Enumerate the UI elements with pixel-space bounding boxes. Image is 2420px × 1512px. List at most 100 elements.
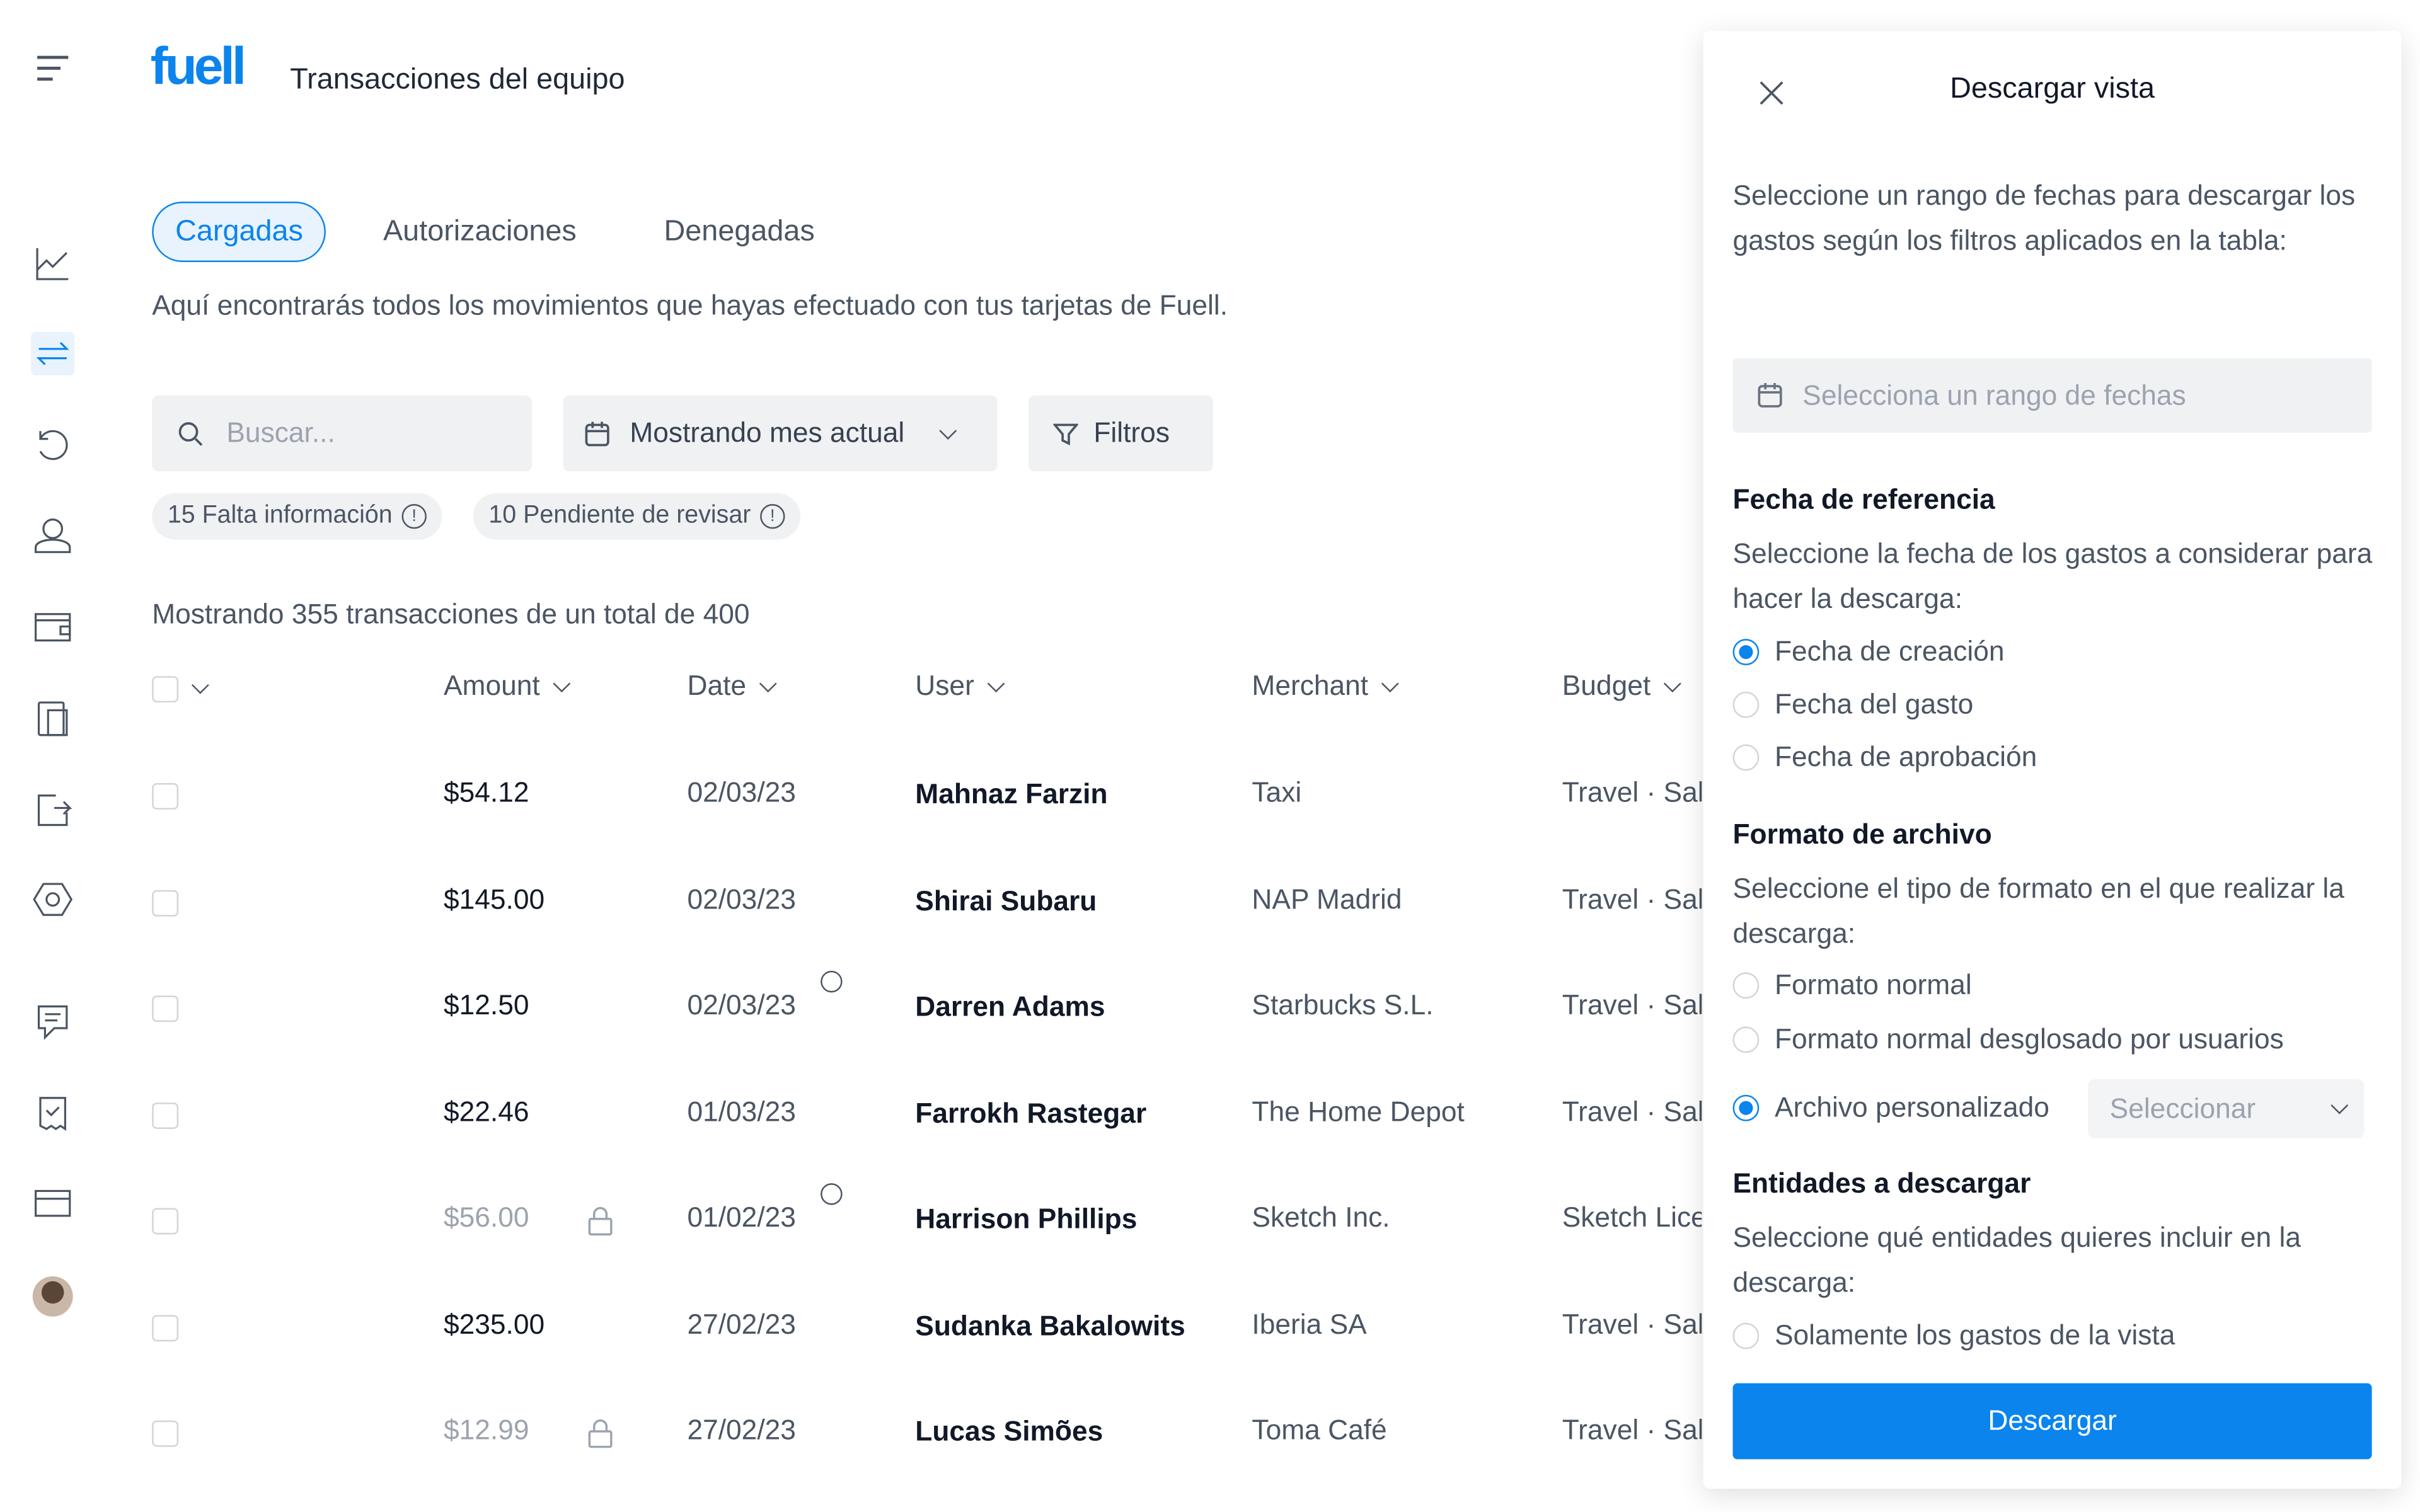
search-icon xyxy=(178,421,203,445)
transactions-icon[interactable] xyxy=(31,331,75,375)
column-header-user[interactable]: User xyxy=(915,670,1005,702)
radio-label: Fecha de creación xyxy=(1774,636,2005,667)
receipt-check-icon[interactable] xyxy=(31,1092,74,1135)
select-menu-chevron-icon[interactable] xyxy=(191,676,209,694)
chevron-down-icon xyxy=(759,674,777,692)
merchant-cell: Starbucks S.L. xyxy=(1252,989,1434,1021)
download-view-panel: Descargar vista Seleccione un rango de f… xyxy=(1703,31,2402,1489)
radio-approval-date[interactable]: Fecha de aprobación xyxy=(1732,742,2037,774)
merchant-cell: Toma Café xyxy=(1252,1414,1387,1446)
radio-circle[interactable] xyxy=(1732,1094,1760,1121)
column-label: Amount xyxy=(443,670,540,701)
user-cell[interactable]: Lucas Simões xyxy=(915,1416,1103,1447)
select-all-checkbox[interactable] xyxy=(152,676,179,703)
cards-icon[interactable] xyxy=(31,696,74,740)
menu-icon[interactable] xyxy=(31,47,74,90)
avatar[interactable] xyxy=(31,1274,74,1318)
receipt-icon[interactable] xyxy=(31,1000,74,1044)
radio-expense-date[interactable]: Fecha del gasto xyxy=(1732,689,1973,721)
radio-only-view-expenses[interactable]: Solamente los gastos de la vista xyxy=(1732,1320,2175,1353)
amount-cell: $235.00 xyxy=(443,1308,545,1339)
radio-circle[interactable] xyxy=(1732,972,1760,999)
radio-circle[interactable] xyxy=(1732,1322,1760,1349)
search-input[interactable]: Buscar... xyxy=(152,395,533,472)
user-icon[interactable] xyxy=(31,513,74,557)
fuell-logo: fuell xyxy=(150,37,246,96)
panel-title: Descargar vista xyxy=(1950,72,2155,106)
merchant-cell: The Home Depot xyxy=(1252,1096,1465,1127)
export-icon[interactable] xyxy=(31,788,74,831)
date-range-input[interactable]: Selecciona un rango de fechas xyxy=(1732,358,2372,433)
panel-intro: Seleccione un rango de fechas para desca… xyxy=(1732,180,2356,256)
column-header-budget[interactable]: Budget xyxy=(1562,670,1681,702)
row-checkbox[interactable] xyxy=(152,995,179,1022)
card-icon[interactable] xyxy=(31,1182,74,1225)
row-checkbox[interactable] xyxy=(152,783,179,810)
file-format-title: Formato de archivo xyxy=(1732,818,1992,850)
merchant-cell: Iberia SA xyxy=(1252,1308,1367,1339)
history-icon[interactable] xyxy=(31,423,74,467)
search-placeholder: Buscar... xyxy=(226,417,335,449)
chip-missing-info[interactable]: 15 Falta información! xyxy=(152,493,442,540)
row-checkbox[interactable] xyxy=(152,889,179,916)
amount-cell: $145.00 xyxy=(443,883,545,915)
row-checkbox[interactable] xyxy=(152,1208,179,1235)
close-icon[interactable] xyxy=(1756,77,1787,108)
amount-cell: $12.99 xyxy=(443,1414,529,1446)
filters-button[interactable]: Filtros xyxy=(1028,395,1213,472)
user-cell[interactable]: Sudanka Bakalowits xyxy=(915,1309,1185,1341)
settings-icon[interactable] xyxy=(31,878,74,921)
custom-file-select[interactable]: Seleccionar xyxy=(2088,1079,2365,1138)
merchant-cell: Taxi xyxy=(1252,777,1302,808)
column-label: Budget xyxy=(1562,670,1651,701)
entities-title: Entidades a descargar xyxy=(1732,1167,2031,1199)
clock-icon xyxy=(821,1183,843,1205)
user-cell[interactable]: Shirai Subaru xyxy=(915,885,1097,916)
radio-normal-by-users[interactable]: Formato normal desglosado por usuarios xyxy=(1732,1023,2284,1057)
radio-circle[interactable] xyxy=(1732,691,1760,718)
tab-autorizaciones[interactable]: Autorizaciones xyxy=(383,214,577,248)
date-cell: 27/02/23 xyxy=(687,1308,796,1339)
column-header-amount[interactable]: Amount xyxy=(443,670,571,702)
user-cell[interactable]: Harrison Phillips xyxy=(915,1203,1138,1235)
user-cell[interactable]: Darren Adams xyxy=(915,990,1105,1022)
column-header-date[interactable]: Date xyxy=(687,670,777,702)
chevron-down-icon xyxy=(987,674,1005,692)
date-cell: 02/03/23 xyxy=(687,777,796,808)
chip-label: 10 Pendiente de revisar xyxy=(488,502,751,529)
chip-pending-review[interactable]: 10 Pendiente de revisar! xyxy=(473,493,801,540)
date-cell: 01/02/23 xyxy=(687,1201,796,1233)
date-cell: 27/02/23 xyxy=(687,1414,796,1446)
wallet-icon[interactable] xyxy=(31,605,74,648)
radio-normal-format[interactable]: Formato normal xyxy=(1732,969,1972,1002)
download-button[interactable]: Descargar xyxy=(1732,1383,2372,1460)
chevron-down-icon xyxy=(1664,674,1681,692)
user-cell[interactable]: Farrokh Rastegar xyxy=(915,1097,1147,1128)
chevron-down-icon xyxy=(2331,1096,2349,1114)
period-select[interactable]: Mostrando mes actual xyxy=(563,395,998,472)
analytics-icon[interactable] xyxy=(31,242,74,285)
tab-cargadas[interactable]: Cargadas xyxy=(152,201,326,262)
row-checkbox[interactable] xyxy=(152,1101,179,1128)
tab-denegadas[interactable]: Denegadas xyxy=(664,214,815,248)
row-checkbox[interactable] xyxy=(152,1314,179,1341)
file-format-desc: Seleccione el tipo de formato en el que … xyxy=(1732,873,2344,949)
radio-circle[interactable] xyxy=(1732,744,1760,771)
radio-label: Formato normal desglosado por usuarios xyxy=(1774,1023,2284,1055)
reference-date-desc: Seleccione la fecha de los gastos a cons… xyxy=(1732,538,2373,614)
radio-circle[interactable] xyxy=(1732,639,1760,665)
budget-cell: Travel · Sales xyxy=(1562,777,1702,808)
amount-cell: $22.46 xyxy=(443,1096,529,1127)
column-label: Merchant xyxy=(1252,670,1369,701)
radio-label: Formato normal xyxy=(1774,969,1972,1000)
calendar-icon xyxy=(585,421,609,446)
radio-custom-file[interactable]: Archivo personalizado xyxy=(1732,1092,2049,1125)
radio-label: Fecha del gasto xyxy=(1774,688,1974,720)
radio-creation-date[interactable]: Fecha de creación xyxy=(1732,636,2004,668)
amount-cell: $12.50 xyxy=(443,989,529,1021)
column-label: Date xyxy=(687,670,747,701)
row-checkbox[interactable] xyxy=(152,1420,179,1447)
user-cell[interactable]: Mahnaz Farzin xyxy=(915,778,1108,810)
column-header-merchant[interactable]: Merchant xyxy=(1252,670,1399,702)
radio-circle[interactable] xyxy=(1732,1026,1760,1053)
